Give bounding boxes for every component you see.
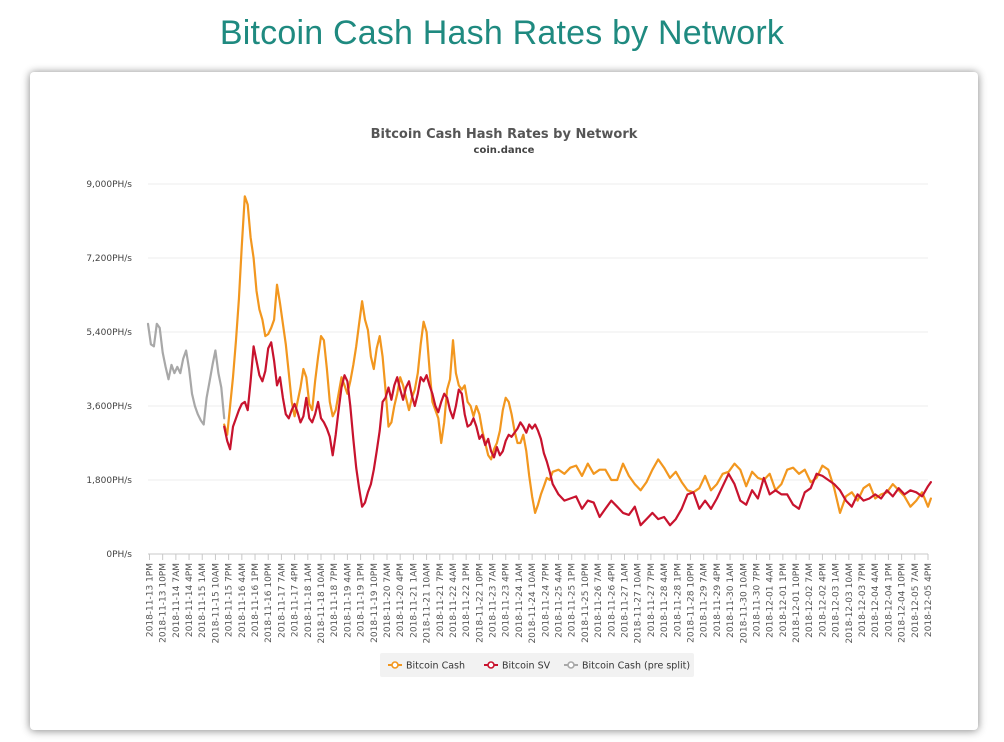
x-tick-label: 2018-11-25 4AM [555, 563, 565, 638]
page-title: Bitcoin Cash Hash Rates by Network [219, 14, 785, 52]
x-tick-label: 2018-11-21 1AM [409, 563, 419, 638]
x-tick-label: 2018-11-18 1AM [304, 563, 314, 638]
x-tick-label: 2018-11-19 4AM [343, 563, 353, 638]
legend-item[interactable]: Bitcoin Cash [388, 661, 465, 672]
x-tick-label: 2018-12-02 7AM [805, 563, 815, 638]
x-tick-label: 2018-11-28 1PM [673, 563, 683, 637]
y-tick-label: 9,000PH/s [86, 180, 132, 190]
x-tick-label: 2018-11-28 10PM [686, 563, 696, 643]
grid-layer [148, 183, 928, 555]
chart-subtitle: coin.dance [474, 145, 535, 156]
legend-marker [487, 661, 495, 669]
x-tick-label: 2018-11-13 10PM [159, 563, 169, 643]
x-tick-label: 2018-12-03 10AM [845, 563, 855, 644]
x-tick-label: 2018-12-04 1PM [884, 563, 894, 637]
x-tick-label: 2018-11-23 7AM [489, 563, 499, 638]
y-tick-label: 1,800PH/s [86, 476, 132, 486]
legend-label: Bitcoin Cash (pre split) [582, 661, 690, 672]
x-tick-label: 2018-11-24 10AM [528, 563, 538, 644]
x-tick-label: 2018-11-20 4PM [396, 563, 406, 637]
x-tick-label: 2018-11-29 4PM [713, 563, 723, 637]
x-tick-label: 2018-12-04 10PM [898, 563, 908, 643]
x-tick-label: 2018-12-01 10PM [792, 563, 802, 643]
series-line-bitcoin-cash-pre-split [146, 322, 226, 426]
legend-label: Bitcoin Cash [406, 661, 465, 672]
y-axis: 0PH/s 1,800PH/s 3,600PH/s 5,400PH/s 7,200PH/… [86, 180, 132, 560]
y-tick-label: 5,400PH/s [86, 328, 132, 338]
x-tick-label: 2018-11-25 1PM [568, 563, 578, 637]
legend-marker [391, 661, 399, 669]
x-tick-label: 2018-12-04 4AM [871, 563, 881, 638]
x-tick-label: 2018-11-25 10PM [581, 563, 591, 643]
chart-card: Bitcoin Cash Hash Rates by Network coin.… [30, 72, 978, 730]
x-tick-label: 2018-11-22 4AM [449, 563, 459, 638]
x-tick-label: 2018-11-27 10AM [634, 563, 644, 644]
x-tick-label: 2018-11-16 10PM [264, 563, 274, 643]
x-tick-label: 2018-11-20 7AM [383, 563, 393, 638]
x-tick-label: 2018-12-05 7AM [911, 563, 921, 638]
legend-label: Bitcoin SV [502, 661, 551, 672]
x-tick-label: 2018-11-27 1AM [621, 563, 631, 638]
x-tick-label: 2018-11-21 10AM [423, 563, 433, 644]
y-tick-label: 7,200PH/s [86, 254, 132, 264]
x-tick-label: 2018-11-14 4PM [185, 563, 195, 637]
x-tick-label: 2018-11-19 1PM [357, 563, 367, 637]
x-tick-label: 2018-11-16 4AM [238, 563, 248, 638]
x-tick-label: 2018-11-26 7AM [594, 563, 604, 638]
chart-title: Bitcoin Cash Hash Rates by Network [371, 127, 638, 142]
x-tick-label: 2018-11-22 1PM [462, 563, 472, 637]
x-tick-label: 2018-11-24 7PM [541, 563, 551, 637]
x-tick-label: 2018-11-28 4AM [660, 563, 670, 638]
x-tick-label: 2018-11-23 4PM [502, 563, 512, 637]
x-tick-label: 2018-11-29 7AM [700, 563, 710, 638]
x-tick-label: 2018-11-30 10AM [739, 563, 749, 644]
x-tick-label: 2018-12-01 4AM [766, 563, 776, 638]
x-tick-label: 2018-11-18 7PM [330, 563, 340, 637]
x-tick-label: 2018-11-17 7AM [277, 563, 287, 638]
x-tick-label: 2018-11-30 1AM [726, 563, 736, 638]
x-tick-label: 2018-12-01 1PM [779, 563, 789, 637]
x-tick-label: 2018-11-14 7AM [172, 563, 182, 638]
x-tick-label: 2018-11-26 4PM [607, 563, 617, 637]
legend-item[interactable]: Bitcoin SV [484, 661, 551, 672]
legend-item[interactable]: Bitcoin Cash (pre split) [564, 661, 690, 672]
hash-rate-chart: Bitcoin Cash Hash Rates by Network coin.… [86, 127, 934, 677]
x-tick-label: 2018-11-15 1AM [198, 563, 208, 638]
x-tick-label: 2018-11-13 1PM [145, 563, 155, 637]
x-tick-label: 2018-11-22 10PM [475, 563, 485, 643]
x-tick-label: 2018-11-15 7PM [225, 563, 235, 637]
x-tick-label: 2018-11-27 7PM [647, 563, 657, 637]
x-tick-label: 2018-11-17 4PM [291, 563, 301, 637]
y-tick-label: 0PH/s [106, 550, 132, 560]
x-tick-label: 2018-11-16 1PM [251, 563, 261, 637]
x-tick-label: 2018-12-03 1AM [832, 563, 842, 638]
chart-legend: Bitcoin Cash Bitcoin SV Bitcoin Cash (pre … [380, 653, 694, 677]
x-tick-label: 2018-11-24 1AM [515, 563, 525, 638]
x-tick-label: 2018-11-15 10AM [211, 563, 221, 644]
x-tick-label: 2018-12-03 7PM [858, 563, 868, 637]
legend-box [380, 653, 694, 677]
series-line-bitcoin-cash [223, 195, 932, 514]
x-tick-label: 2018-12-02 4PM [818, 563, 828, 637]
x-tick-label: 2018-11-21 7PM [436, 563, 446, 637]
series-line-bitcoin-sv [223, 341, 932, 527]
x-tick-label: 2018-11-30 7PM [752, 563, 762, 637]
x-tick-label: 2018-11-19 10PM [370, 563, 380, 643]
legend-marker [567, 661, 575, 669]
series-layer [146, 195, 932, 527]
x-axis: 2018-11-13 1PM 2018-11-13 10PM 2018-11-14 … [145, 554, 934, 644]
y-tick-label: 3,600PH/s [86, 402, 132, 412]
x-tick-label: 2018-11-18 10AM [317, 563, 327, 644]
x-tick-label: 2018-12-05 4PM [924, 563, 934, 637]
